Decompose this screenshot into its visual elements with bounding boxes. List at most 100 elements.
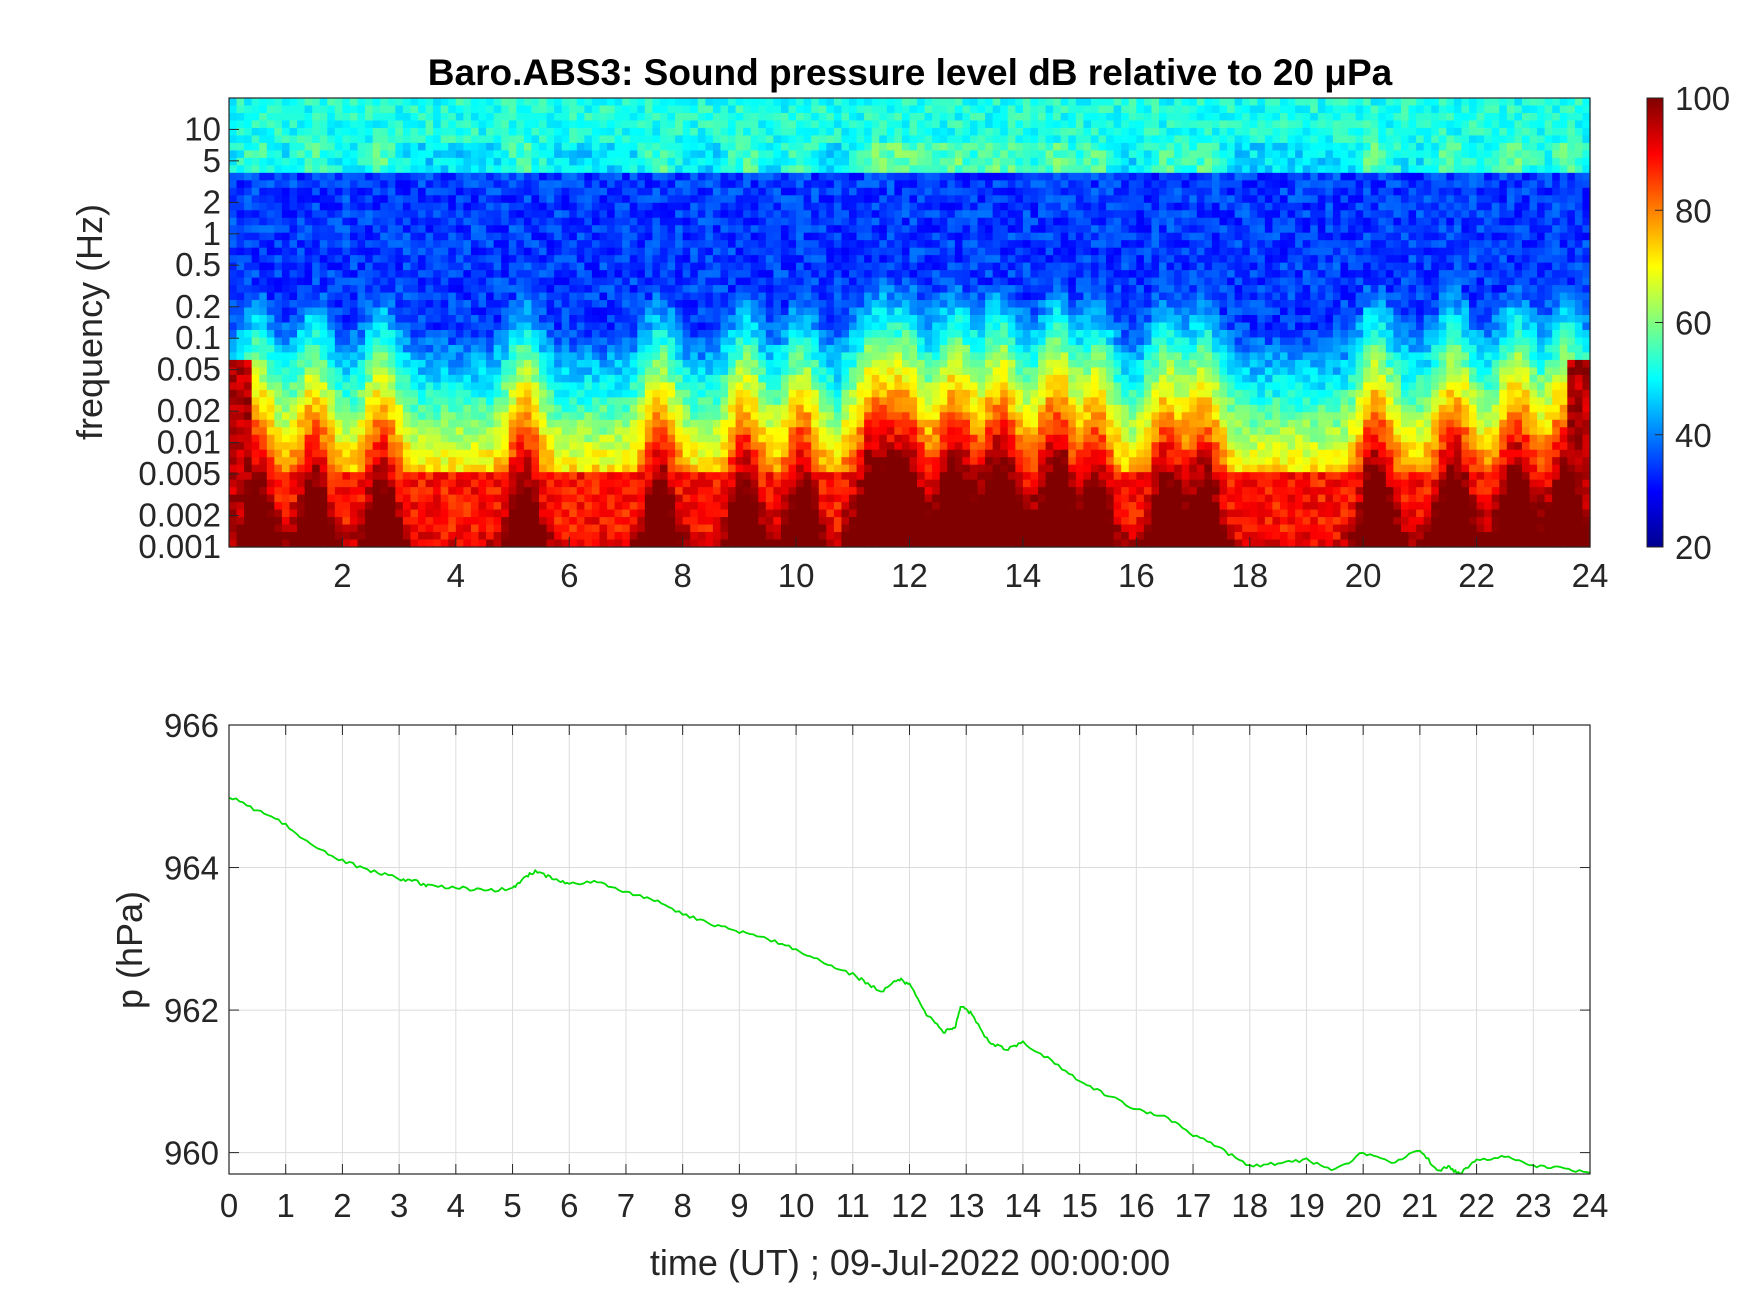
spectrogram-cell	[478, 382, 487, 391]
spectrogram-cell	[667, 98, 676, 107]
spectrogram-cell	[229, 127, 238, 137]
spectrogram-cell	[274, 442, 283, 451]
spectrogram-cell	[743, 195, 752, 204]
spectrogram-cell	[682, 202, 691, 211]
spectrogram-cell	[297, 315, 306, 324]
spectrogram-cell	[327, 315, 336, 324]
spectrogram-cell	[849, 404, 858, 413]
spectrogram-cell	[856, 120, 865, 129]
spectrogram-cell	[584, 277, 593, 286]
spectrogram-cell	[667, 172, 676, 181]
spectrogram-cell	[372, 172, 381, 181]
spectrogram-cell	[251, 434, 260, 443]
spectrogram-cell	[418, 300, 427, 309]
spectrogram-cell	[637, 374, 646, 383]
spectrogram-cell	[259, 180, 268, 189]
spectrogram-cell	[818, 502, 827, 511]
spectrogram-cell	[478, 419, 487, 428]
spectrogram-cell	[780, 210, 790, 219]
spectrogram-cell	[667, 494, 676, 503]
spectrogram-cell	[440, 105, 449, 114]
spectrogram-cell	[803, 457, 812, 466]
spectrogram-cell	[229, 329, 238, 339]
spectrogram-cell	[780, 389, 790, 398]
spectrogram-cell	[720, 464, 729, 473]
spectrogram-cell	[425, 442, 434, 451]
spectrogram-cell	[833, 329, 843, 339]
spectrogram-cell	[312, 412, 321, 421]
spectrogram-cell	[561, 502, 570, 511]
spectrogram-cell	[266, 509, 275, 518]
spectrogram-cell	[448, 322, 457, 331]
spectrogram-cell	[758, 135, 767, 144]
spectrogram-cell	[327, 382, 336, 391]
spectrogram-cell	[826, 434, 835, 443]
spectrogram-cell	[599, 255, 608, 264]
spectrogram-cell	[470, 464, 480, 473]
spectrogram-cell	[244, 127, 253, 137]
spectrogram-cell	[546, 389, 555, 398]
spectrogram-cell	[569, 285, 578, 294]
spectrogram-cell	[387, 442, 396, 451]
spectrogram-cell	[546, 344, 555, 354]
spectrogram-cell	[402, 247, 412, 256]
spectrogram-cell	[705, 127, 714, 137]
spectrogram-cell	[531, 374, 540, 383]
spectrogram-cell	[229, 464, 238, 473]
spectrogram-cell	[470, 457, 480, 466]
spectrogram-cell	[833, 397, 843, 406]
spectrogram-cell	[531, 98, 540, 107]
spectrogram-cell	[697, 397, 706, 406]
spectrogram-cell	[675, 479, 684, 488]
spectrogram-cell	[712, 270, 722, 279]
spectrogram-cell	[387, 142, 396, 151]
spectrogram-cell	[470, 255, 480, 264]
spectrogram-cell	[297, 344, 306, 354]
spectrogram-cell	[455, 322, 464, 331]
spectrogram-cell	[259, 270, 268, 279]
spectrogram-cell	[402, 464, 412, 473]
spectrogram-cell	[327, 232, 336, 241]
spectrogram-cell	[342, 472, 351, 481]
spectrogram-cell	[433, 210, 442, 219]
spectrogram-cell	[312, 367, 321, 376]
spectrogram-cell	[516, 389, 525, 398]
spectrogram-cell	[561, 532, 570, 541]
spectrogram-cell	[236, 292, 245, 301]
spectrogram-cell	[455, 427, 464, 436]
spectrogram-cell	[259, 337, 268, 346]
spectrogram-cell	[675, 374, 684, 383]
spectrogram-cell	[266, 472, 275, 481]
spectrogram-cell	[849, 329, 858, 339]
spectrogram-cell	[244, 247, 253, 256]
spectrogram-cell	[826, 232, 835, 241]
spectrogram-cell	[546, 464, 555, 473]
spectrogram-cell	[758, 472, 767, 481]
spectrogram-cell	[365, 285, 374, 294]
spectrogram-cell	[342, 127, 351, 137]
spectrogram-cell	[433, 240, 442, 249]
spectrogram-cell	[349, 307, 359, 316]
spectrogram-cell	[312, 494, 321, 503]
spectrogram-cell	[712, 292, 722, 301]
spectrogram-cell	[659, 404, 669, 413]
spectrogram-cell	[486, 270, 495, 279]
spectrogram-cell	[395, 412, 404, 421]
spectrogram-cell	[743, 524, 752, 533]
spectrogram-cell	[841, 502, 850, 511]
spectrogram-cell	[349, 524, 359, 533]
spectrogram-cell	[508, 359, 517, 368]
spectrogram-cell	[236, 98, 245, 107]
spectrogram-cell	[342, 142, 351, 151]
spectrogram-cell	[349, 270, 359, 279]
spectrogram-cell	[811, 270, 820, 279]
spectrogram-cell	[357, 397, 366, 406]
spectrogram-cell	[856, 217, 865, 226]
spectrogram-cell	[266, 98, 275, 107]
spectrogram-cell	[546, 404, 555, 413]
spectrogram-cell	[455, 157, 464, 166]
spectrogram-cell	[478, 112, 487, 122]
spectrogram-cell	[440, 120, 449, 129]
spectrogram-cell	[433, 225, 442, 234]
spectrogram-cell	[297, 165, 306, 174]
